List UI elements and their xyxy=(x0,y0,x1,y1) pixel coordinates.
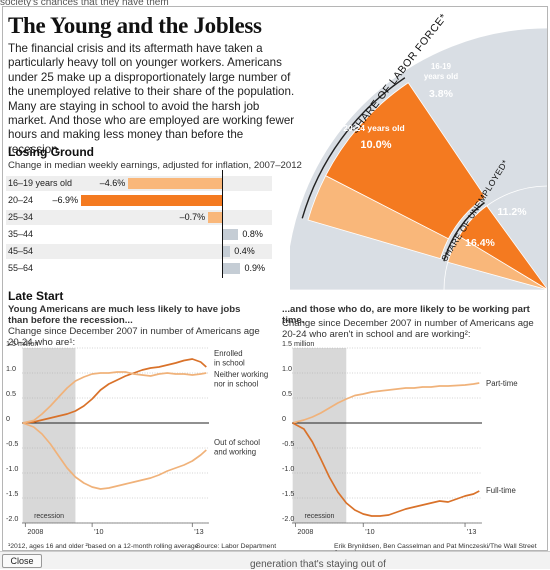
radial-share-chart: SHARE OF LABOR FORCE*20-24 years old10.0… xyxy=(290,11,547,291)
series-line xyxy=(292,422,480,517)
bar-value-label: –4.6% xyxy=(99,178,126,188)
bar-category-label: 25–34 xyxy=(8,212,34,222)
bar-value-label: –6.9% xyxy=(52,195,79,205)
y-tick-label: -0.5 xyxy=(6,439,18,448)
right-line-chart: recession 1.5 million 1.0 0.5 0 -0.5 -1.0 -1.5 -… xyxy=(282,340,518,536)
bottom-bar xyxy=(0,551,550,569)
footnote: ¹2012, ages 16 and older ²based on a 12-… xyxy=(8,543,199,550)
un-16-19-value: 11.2% xyxy=(497,206,527,218)
unemployed-arc xyxy=(443,202,485,262)
bar-category-label: 16–19 years old xyxy=(8,178,73,188)
source-note: Source: Labor Department xyxy=(196,543,277,550)
bar-category-label: 45–54 xyxy=(8,246,34,256)
y-tick-label: 1.0 xyxy=(6,364,16,373)
y-tick-label: 0 xyxy=(6,414,10,423)
clipped-bottom-text: generation that's staying out of xyxy=(250,559,386,570)
unemployed-16-19-slice xyxy=(447,235,547,291)
bar-category-label: 20–24 xyxy=(8,195,34,205)
bar-value-label: –0.7% xyxy=(179,212,206,222)
x-tick-label: 2008 xyxy=(297,527,313,536)
x-tick-label: '13 xyxy=(467,527,476,536)
series-label: Full-time xyxy=(486,486,516,495)
series-label: Out of school xyxy=(214,438,260,447)
recession-label: recession xyxy=(304,513,334,520)
labor-force-16-19-slice xyxy=(307,175,449,260)
losing-ground-title: Losing Ground xyxy=(8,145,94,159)
y-tick-label: -1.0 xyxy=(6,464,18,473)
y-tick-label: 0.5 xyxy=(6,389,16,398)
bar xyxy=(207,212,222,223)
series-label: and working xyxy=(214,448,256,457)
y-tick-label: -0.5 xyxy=(282,439,294,448)
series-line xyxy=(22,371,207,424)
part-time-subtitle: ...and those who do, are more likely to … xyxy=(282,304,530,326)
y-tick-label: 1.5 million xyxy=(6,340,38,348)
bar-value-label: 0.4% xyxy=(234,246,255,256)
losing-ground-subtitle: Change in median weekly earnings, adjust… xyxy=(8,160,302,171)
series-line xyxy=(292,382,480,424)
clipped-top-text: society's chances that they have them xyxy=(0,0,169,6)
close-button[interactable]: Close xyxy=(2,554,42,568)
y-tick-label: -1.5 xyxy=(6,489,18,498)
series-label: nor in school xyxy=(214,380,258,389)
bar-row: 25–34 –0.7% xyxy=(6,210,272,225)
lf-16-19-name-1: 16-19 xyxy=(431,62,452,71)
lf-20-24-value: 10.0% xyxy=(360,139,391,151)
y-tick-label: 1.0 xyxy=(282,364,292,373)
bar-row: 45–54 0.4% xyxy=(6,244,272,259)
y-tick-label: -2.0 xyxy=(282,514,294,523)
bar-zero-axis xyxy=(222,170,223,278)
series-label: Neither working xyxy=(214,370,268,379)
late-start-note: Change since December 2007 in number of … xyxy=(8,326,260,348)
graphic-frame xyxy=(2,6,548,551)
part-time-note: Change since December 2007 in number of … xyxy=(282,318,534,340)
recession-band xyxy=(292,348,347,523)
bar-category-label: 55–64 xyxy=(8,263,34,273)
series-label: in school xyxy=(214,359,245,368)
bar-value-label: 0.8% xyxy=(242,229,263,239)
un-20-24-value: 16.4% xyxy=(465,237,495,249)
y-tick-label: -1.0 xyxy=(282,464,294,473)
y-tick-label: 0.5 xyxy=(282,389,292,398)
bar xyxy=(222,263,241,274)
recession-band xyxy=(22,348,76,523)
bar-row: 20–24 –6.9% xyxy=(6,193,272,208)
bar-category-label: 35–44 xyxy=(8,229,34,239)
losing-ground-bar-chart: 16–19 years old –4.6% 20–24 –6.9% 25–34 –0.7%… xyxy=(6,170,272,279)
intro-paragraph: The financial crisis and its aftermath h… xyxy=(8,42,295,156)
lf-16-19-name-2: years old xyxy=(424,72,458,81)
y-tick-label: 0 xyxy=(282,414,286,423)
x-tick-label: '10 xyxy=(365,527,374,536)
series-label: Part-time xyxy=(486,379,518,388)
series-line xyxy=(22,422,207,490)
bar xyxy=(222,229,239,240)
bar-row: 16–19 years old –4.6% xyxy=(6,176,272,191)
y-tick-label: 1.5 million xyxy=(282,340,314,348)
lf-20-24-name: 20-24 years old xyxy=(343,123,404,133)
lf-16-19-value: 3.8% xyxy=(429,88,454,100)
recession-label: recession xyxy=(34,513,64,520)
bar xyxy=(127,178,222,189)
bar-row: 55–64 0.9% xyxy=(6,261,272,276)
labor-force-arc xyxy=(301,77,406,219)
series-label: Enrolled xyxy=(214,349,243,358)
bar xyxy=(222,246,231,257)
left-line-chart: recession 1.5 million 1.0 0.5 0 -0.5 -1.0 -1.5 -… xyxy=(6,340,268,536)
bar xyxy=(80,195,222,206)
radial-fan xyxy=(290,27,547,291)
page-title: The Young and the Jobless xyxy=(8,13,262,38)
series-line xyxy=(22,358,207,424)
bar-row: 35–44 0.8% xyxy=(6,227,272,242)
x-tick-label: 2008 xyxy=(27,527,43,536)
bar-value-label: 0.9% xyxy=(244,263,265,273)
late-start-title: Late Start xyxy=(8,289,64,303)
x-tick-label: '10 xyxy=(94,527,103,536)
y-tick-label: -1.5 xyxy=(282,489,294,498)
late-start-subtitle: Young Americans are much less likely to … xyxy=(8,304,241,326)
y-tick-label: -2.0 xyxy=(6,514,18,523)
x-tick-label: '13 xyxy=(194,527,203,536)
